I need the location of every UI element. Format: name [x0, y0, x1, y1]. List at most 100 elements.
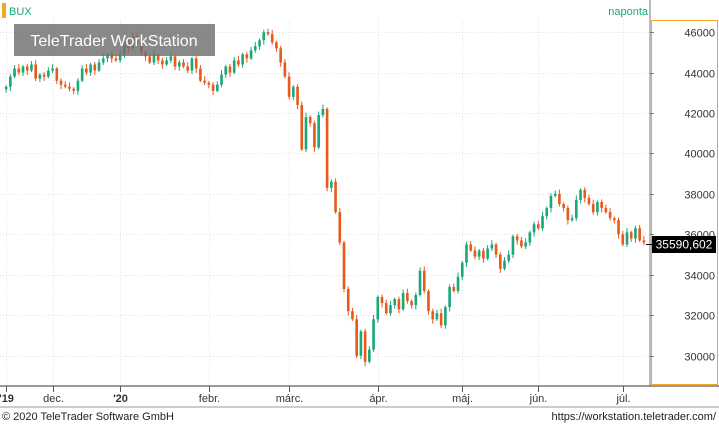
candle-body: [287, 76, 291, 97]
candle-body: [372, 319, 375, 350]
candle-body: [249, 50, 253, 59]
candle-body: [114, 58, 118, 61]
candle-body: [642, 240, 646, 243]
candles: [4, 28, 646, 367]
candle-body: [397, 299, 401, 310]
candle-body: [541, 216, 544, 229]
candle-body: [574, 199, 578, 219]
candle-body: [363, 331, 367, 362]
candle-body: [224, 66, 228, 75]
x-axis: '19 dec. '20 febr. márc. ápr. máj. jún. júl.: [0, 386, 631, 405]
y-tick-label: 32000: [684, 311, 715, 323]
candle-body: [300, 104, 304, 150]
candle-body: [456, 276, 460, 291]
candle-body: [199, 68, 202, 81]
candle-body: [292, 86, 295, 97]
candle-body: [228, 66, 232, 73]
candle-body: [190, 58, 194, 71]
candle-body: [9, 76, 12, 87]
candle-body: [401, 293, 405, 310]
candle-body: [494, 244, 498, 255]
y-tick-label: 40000: [684, 149, 715, 161]
candle-body: [570, 218, 574, 221]
header-accent-bar: [2, 3, 6, 18]
candle-body: [617, 220, 620, 235]
candle-body: [17, 68, 21, 73]
candle-body: [245, 54, 249, 59]
candle-body: [253, 46, 257, 51]
x-tick-label: márc.: [276, 393, 304, 405]
candle-body: [579, 189, 582, 200]
x-tick-label: '20: [113, 393, 128, 405]
candle-body: [72, 88, 76, 91]
candle-body: [536, 224, 540, 229]
x-tick-label: ápr.: [369, 393, 387, 405]
candle-body: [106, 54, 109, 59]
candle-body: [93, 64, 97, 71]
candle-body: [524, 242, 527, 247]
candle-body: [490, 244, 494, 249]
candle-body: [562, 204, 565, 209]
y-axis: 3000032000340003600038000400004200044000…: [650, 28, 715, 364]
candle-body: [186, 66, 190, 71]
candle-body: [161, 60, 164, 65]
candle-body: [469, 244, 473, 251]
candle-body: [30, 64, 33, 71]
candle-body: [118, 54, 122, 61]
x-tick-label: '19: [0, 393, 14, 405]
candle-body: [600, 202, 603, 209]
candle-body: [321, 108, 325, 116]
candle-body: [511, 236, 515, 255]
x-tick-label: máj.: [452, 393, 473, 405]
candle-body: [482, 250, 485, 259]
candle-body: [448, 286, 451, 308]
x-tick-label: jún.: [529, 393, 548, 405]
candle-body: [220, 74, 223, 85]
candle-body: [4, 86, 8, 90]
candle-body: [520, 240, 523, 247]
candle-body: [110, 54, 114, 59]
candle-body: [621, 234, 625, 245]
candle-body: [613, 218, 616, 221]
candle-body: [313, 123, 316, 148]
candle-body: [439, 313, 443, 326]
candle-body: [21, 66, 25, 73]
candle-body: [553, 193, 557, 196]
candle-body: [634, 228, 637, 239]
candle-body: [558, 193, 561, 205]
candle-body: [34, 64, 37, 79]
candle-body: [68, 86, 71, 89]
candle-body: [338, 212, 342, 243]
candle-body: [330, 181, 333, 188]
source-url[interactable]: https://workstation.teletrader.com/: [552, 411, 717, 423]
candle-body: [393, 299, 397, 306]
candle-body: [13, 68, 16, 77]
watermark-box: [14, 24, 215, 56]
candle-body: [47, 70, 50, 77]
candle-body: [473, 250, 477, 257]
candle-body: [545, 208, 549, 217]
candle-body: [334, 181, 337, 213]
candle-body: [427, 290, 430, 312]
candle-body: [368, 349, 371, 362]
candle-body: [346, 288, 350, 312]
candle-body: [283, 62, 287, 77]
candle-body: [422, 270, 426, 291]
candle-body: [604, 208, 608, 213]
candle-body: [101, 58, 105, 63]
candle-body: [444, 307, 447, 326]
candle-body: [55, 68, 59, 81]
candle-body: [85, 68, 88, 73]
candle-body: [355, 319, 358, 356]
candle-body: [169, 56, 173, 61]
candle-body: [177, 62, 181, 67]
x-tick-label: dec.: [43, 393, 64, 405]
candle-body: [182, 62, 185, 67]
candle-body: [418, 270, 422, 296]
candle-body: [376, 297, 380, 320]
candle-body: [503, 260, 506, 269]
y-tick-label: 44000: [684, 69, 715, 81]
candle-body: [194, 58, 198, 69]
candle-body: [486, 248, 489, 259]
candle-body: [380, 297, 384, 304]
